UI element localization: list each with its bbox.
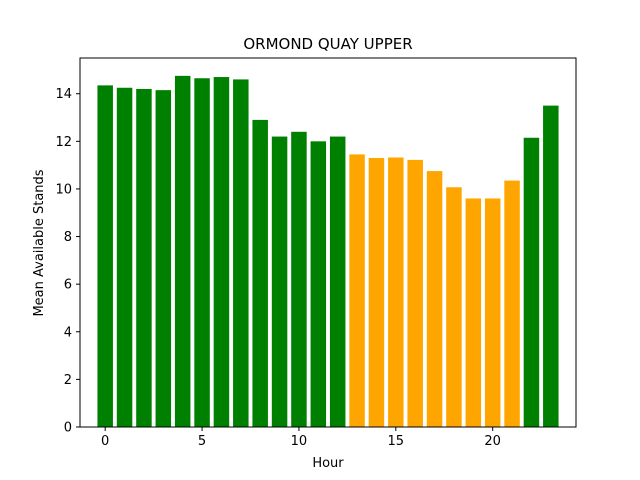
bar-hour-4 — [174, 75, 191, 428]
y-tick-label: 6 — [64, 278, 72, 293]
y-tick-label: 2 — [64, 373, 72, 388]
plot-frame — [79, 57, 577, 428]
y-axis-label: Mean Available Stands — [32, 169, 47, 316]
y-tick-label: 10 — [55, 182, 72, 197]
bar-hour-6 — [213, 77, 230, 427]
bar-hour-10 — [291, 131, 307, 428]
bar-hour-8 — [252, 119, 268, 427]
bar-hour-19 — [465, 198, 482, 427]
x-tick-label: 5 — [198, 434, 206, 449]
bar-hour-11 — [310, 141, 327, 428]
y-axis-ticks: 0 2 4 6 8 10 12 14 — [55, 87, 80, 436]
bar-hour-18 — [446, 187, 462, 427]
bar-hour-5 — [194, 78, 210, 428]
bar-hour-13 — [349, 154, 365, 427]
y-tick-label: 8 — [64, 230, 72, 245]
bar-hour-16 — [407, 159, 423, 428]
x-tick-label: 0 — [101, 434, 109, 449]
x-axis-ticks: 0 5 10 15 20 — [101, 427, 501, 449]
bar-hour-20 — [484, 198, 501, 427]
y-tick-label: 12 — [55, 135, 72, 150]
bars-group — [97, 75, 559, 428]
bar-hour-23 — [543, 105, 559, 427]
bar-hour-17 — [426, 171, 443, 427]
x-tick-label: 10 — [291, 434, 308, 449]
bar-hour-15 — [388, 157, 404, 427]
y-tick-label: 0 — [64, 421, 72, 436]
chart-title: ORMOND QUAY UPPER — [243, 35, 412, 53]
x-tick-label: 15 — [388, 434, 405, 449]
bar-hour-12 — [329, 136, 346, 428]
x-axis-label: Hour — [312, 456, 344, 471]
bar-hour-1 — [116, 87, 133, 428]
bar-hour-9 — [271, 136, 288, 428]
x-tick-label: 20 — [484, 434, 501, 449]
bar-hour-2 — [136, 88, 152, 427]
bar-hour-22 — [523, 137, 540, 427]
bar-hour-0 — [97, 85, 113, 428]
bar-hour-7 — [233, 79, 249, 427]
bar-hour-3 — [155, 90, 172, 428]
bar-hour-21 — [504, 180, 520, 427]
y-tick-label: 14 — [55, 87, 72, 102]
bar-hour-14 — [368, 157, 385, 427]
y-tick-label: 4 — [64, 325, 72, 340]
